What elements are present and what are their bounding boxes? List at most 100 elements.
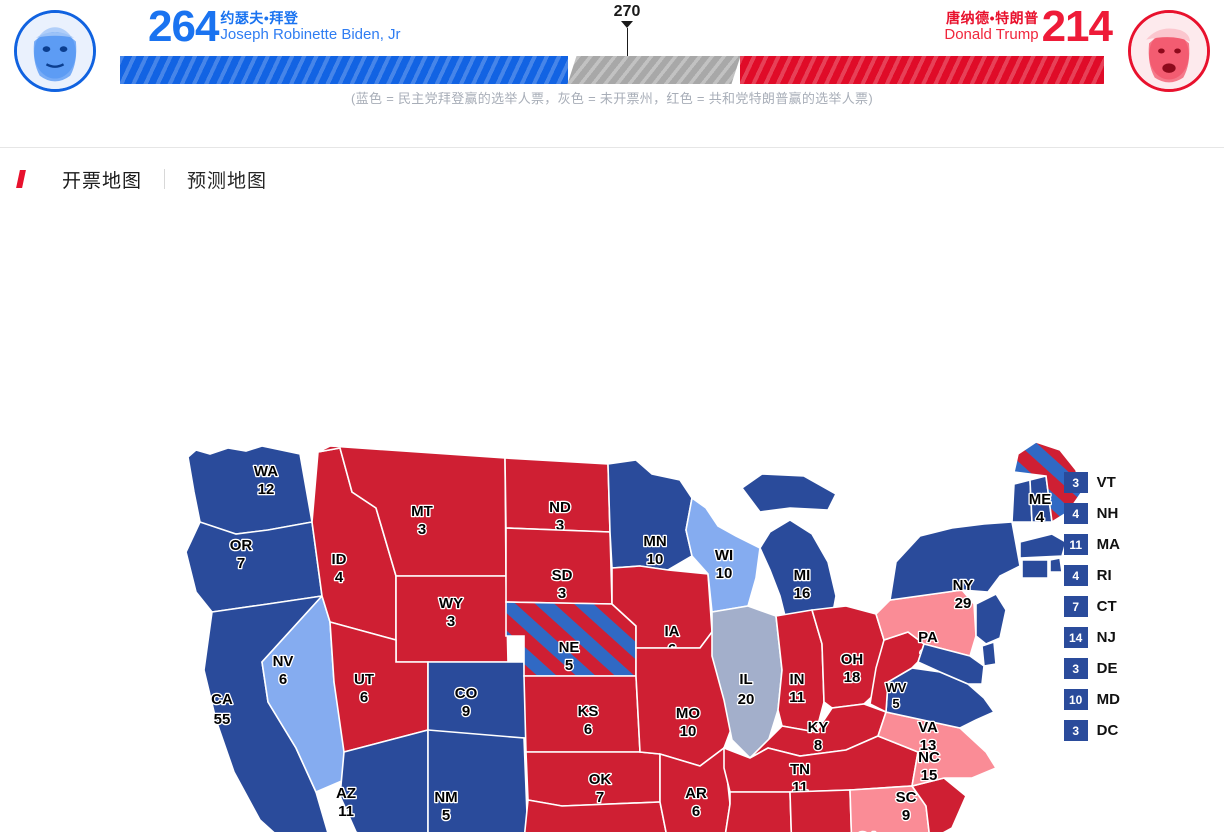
state-votes-NM: 5 xyxy=(442,807,450,824)
state-label-MI: MI xyxy=(794,567,811,584)
state-label-UT: UT xyxy=(354,671,374,688)
list-item[interactable]: 3 DC xyxy=(1063,720,1120,741)
state-WA[interactable] xyxy=(187,445,313,537)
biden-score: 264 xyxy=(148,2,219,51)
state-label-OK: OK xyxy=(589,771,612,788)
list-item[interactable]: 4 NH xyxy=(1063,503,1120,524)
list-item[interactable]: 4 RI xyxy=(1063,565,1120,586)
state-votes-NY: 29 xyxy=(955,595,972,612)
state-label-NM: NM xyxy=(434,789,457,806)
map-tabs: 开票地图 预测地图 xyxy=(0,148,1224,210)
state-label-SD: SD xyxy=(552,567,573,584)
state-NC[interactable] xyxy=(877,711,998,788)
trump-avatar xyxy=(1128,10,1210,92)
state-label-IN: IN xyxy=(790,671,805,688)
state-label-NE: NE xyxy=(559,639,580,656)
state-label-CO: CO xyxy=(455,685,478,702)
state-votes-KY: 8 xyxy=(814,737,822,754)
mini-votes: 14 xyxy=(1063,627,1088,648)
mini-abbr: CT xyxy=(1096,598,1117,615)
threshold-triangle-icon xyxy=(621,21,633,28)
state-label-WV: WV xyxy=(886,680,907,695)
state-NM[interactable] xyxy=(427,729,529,832)
state-votes-CA: 55 xyxy=(214,711,231,728)
mini-abbr: DE xyxy=(1096,660,1118,677)
list-item[interactable]: 10 MD xyxy=(1063,689,1120,710)
biden-portrait-icon xyxy=(17,13,93,89)
mini-abbr: DC xyxy=(1096,722,1119,739)
state-votes-MN: 10 xyxy=(647,551,664,568)
mini-abbr: RI xyxy=(1096,567,1112,584)
state-label-AR: AR xyxy=(685,785,707,802)
list-item[interactable]: 11 MA xyxy=(1063,534,1120,555)
trump-result: 唐纳德•特朗普 Donald Trump 214 xyxy=(944,2,1113,51)
threshold-value: 270 xyxy=(613,3,641,20)
list-item[interactable]: 7 CT xyxy=(1063,596,1120,617)
bar-segment-uncounted xyxy=(567,56,741,84)
state-votes-ID: 4 xyxy=(335,569,344,586)
state-votes-KS: 6 xyxy=(584,721,592,738)
tab-results-map[interactable]: 开票地图 xyxy=(62,170,143,192)
state-RI[interactable] xyxy=(1049,557,1063,573)
state-label-OR: OR xyxy=(230,537,253,554)
results-header: 264 约瑟夫•拜登 Joseph Robinette Biden, Jr 27… xyxy=(0,0,1224,148)
state-votes-UT: 6 xyxy=(360,689,368,706)
mini-abbr: VT xyxy=(1096,474,1116,491)
state-votes-WA: 12 xyxy=(258,481,275,498)
state-WI[interactable] xyxy=(685,496,761,613)
list-item[interactable]: 14 NJ xyxy=(1063,627,1120,648)
bar-legend-caption: (蓝色 = 民主党拜登赢的选举人票，灰色 = 未开票州，红色 = 共和党特朗普赢… xyxy=(351,91,873,106)
state-DE[interactable] xyxy=(981,640,997,667)
state-votes-CO: 9 xyxy=(462,703,470,720)
us-electoral-map: WA 12 OR 7 CA 55 NV 6 ID 4 MT 3 WY 3 UT … xyxy=(0,210,1224,832)
biden-avatar xyxy=(14,10,96,92)
state-MA[interactable] xyxy=(1019,533,1067,559)
state-label-WA: WA xyxy=(254,463,278,480)
state-votes-MT: 3 xyxy=(418,521,426,538)
state-label-TN: TN xyxy=(790,761,810,778)
state-label-CA: CA xyxy=(211,691,233,708)
tab-forecast-map[interactable]: 预测地图 xyxy=(187,170,268,192)
state-votes-AR: 6 xyxy=(692,803,700,820)
state-label-IL: IL xyxy=(739,671,752,688)
state-MD[interactable] xyxy=(917,643,985,685)
biden-name-cn: 约瑟夫•拜登 xyxy=(220,10,299,26)
state-NJ[interactable] xyxy=(975,592,1007,645)
threshold-marker: 270 xyxy=(604,4,650,58)
state-label-NV: NV xyxy=(273,653,294,670)
mini-abbr: MD xyxy=(1096,691,1120,708)
trump-score: 214 xyxy=(1041,2,1113,51)
bar-segment-republican xyxy=(740,56,1104,84)
state-votes-MI: 16 xyxy=(794,585,811,602)
mini-votes: 3 xyxy=(1063,720,1088,741)
state-label-WY: WY xyxy=(439,595,463,612)
mini-votes: 11 xyxy=(1063,534,1088,555)
state-votes-IL: 20 xyxy=(738,691,755,708)
state-votes-SD: 3 xyxy=(558,585,566,602)
state-label-NC: NC xyxy=(918,749,940,766)
state-votes-VA: 13 xyxy=(920,737,937,754)
mini-votes: 3 xyxy=(1063,472,1088,493)
state-label-MN: MN xyxy=(643,533,666,550)
state-NY[interactable] xyxy=(889,521,1021,601)
state-label-GA: GA xyxy=(857,829,880,832)
state-label-ME: ME xyxy=(1029,491,1052,508)
list-item[interactable]: 3 VT xyxy=(1063,472,1120,493)
list-item[interactable]: 3 DE xyxy=(1063,658,1120,679)
small-states-legend: 3 VT 4 NH 11 MA 4 RI 7 CT 14 NJ 3 DE 10 xyxy=(1063,472,1120,741)
trump-name-cn: 唐纳德•特朗普 xyxy=(946,10,1039,26)
state-MS[interactable] xyxy=(722,791,793,832)
state-label-MO: MO xyxy=(676,705,700,722)
state-label-KY: KY xyxy=(808,719,829,736)
state-votes-OH: 18 xyxy=(844,669,861,686)
state-votes-OK: 7 xyxy=(596,789,604,806)
state-label-IA: IA xyxy=(665,623,680,640)
state-AR[interactable] xyxy=(659,746,731,832)
electoral-vote-bar xyxy=(120,56,1104,84)
state-CT[interactable] xyxy=(1021,559,1049,579)
state-ME[interactable] xyxy=(1013,441,1083,524)
mini-votes: 7 xyxy=(1063,596,1088,617)
state-AL[interactable] xyxy=(789,789,856,832)
state-votes-OR: 7 xyxy=(237,555,245,572)
mini-abbr: MA xyxy=(1096,536,1120,553)
